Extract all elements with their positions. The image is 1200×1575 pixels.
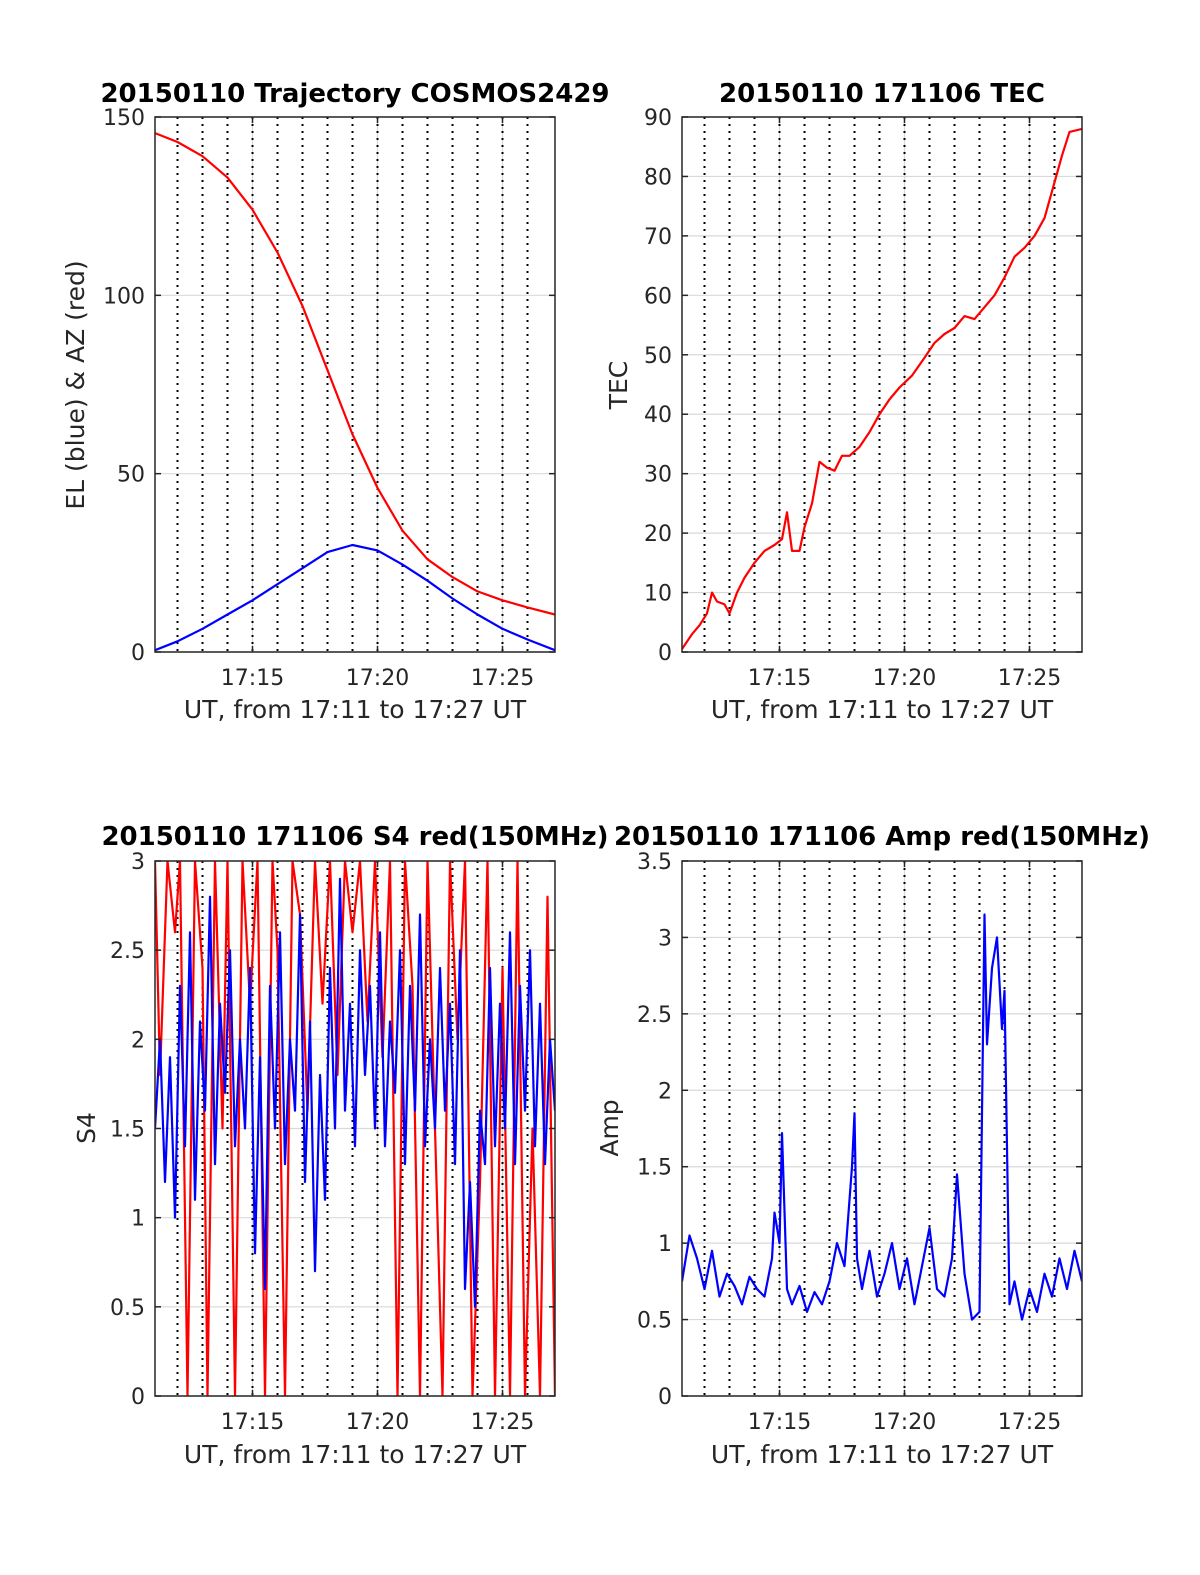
- x-tick-label: 17:25: [998, 1410, 1061, 1435]
- x-tick-label: 17:25: [998, 666, 1061, 691]
- series-line-blue: [682, 913, 1082, 1321]
- chart-amp: 20150110 171106 Amp red(150MHz) Amp UT, …: [595, 822, 1150, 1469]
- y-tick-label: 50: [644, 344, 672, 369]
- y-tick-label: 1: [131, 1207, 145, 1232]
- y-tick-label: 0: [658, 1385, 672, 1410]
- y-tick-label: 0: [131, 1385, 145, 1410]
- series-line-red: [155, 861, 555, 1396]
- y-tick-label: 3.5: [637, 850, 672, 875]
- x-tick-label: 17:25: [471, 1410, 534, 1435]
- y-tick-label: 1.5: [637, 1156, 672, 1181]
- y-axis-label: Amp: [595, 1099, 624, 1156]
- x-axis-label: UT, from 17:11 to 17:27 UT: [184, 1440, 527, 1469]
- y-tick-label: 0.5: [637, 1309, 672, 1334]
- y-tick-label: 3: [658, 926, 672, 951]
- y-axis-label: S4: [72, 1112, 101, 1144]
- y-tick-label: 20: [644, 522, 672, 547]
- x-tick-label: 17:15: [748, 666, 811, 691]
- axes-frame: [681, 116, 1083, 653]
- x-axis-label: UT, from 17:11 to 17:27 UT: [711, 695, 1054, 724]
- y-tick-label: 3: [131, 850, 145, 875]
- y-tick-label: 50: [117, 463, 145, 488]
- y-axis-label: EL (blue) & AZ (red): [61, 260, 90, 509]
- plot-area: [155, 117, 555, 652]
- y-tick-label: 40: [644, 403, 672, 428]
- y-tick-label: 2.5: [637, 1003, 672, 1028]
- y-tick-label: 2: [658, 1079, 672, 1104]
- x-tick-label: 17:20: [873, 666, 936, 691]
- y-tick-label: 10: [644, 582, 672, 607]
- chart-s4: 20150110 171106 S4 red(150MHz) S4 UT, fr…: [72, 822, 609, 1469]
- x-tick-label: 17:15: [221, 666, 284, 691]
- chart-trajectory: 20150110 Trajectory COSMOS2429 EL (blue)…: [61, 79, 610, 724]
- x-tick-label: 17:25: [471, 666, 534, 691]
- y-tick-label: 100: [103, 284, 145, 309]
- y-tick-label: 0: [131, 641, 145, 666]
- y-tick-label: 0.5: [110, 1296, 145, 1321]
- axes-frame: [681, 860, 1083, 1397]
- chart-title: 20150110 171106 TEC: [719, 79, 1045, 109]
- x-axis-label: UT, from 17:11 to 17:27 UT: [711, 1440, 1054, 1469]
- y-tick-label: 90: [644, 106, 672, 131]
- chart-title: 20150110 171106 Amp red(150MHz): [614, 822, 1150, 852]
- y-tick-label: 60: [644, 284, 672, 309]
- y-tick-label: 1: [658, 1232, 672, 1257]
- x-axis-label: UT, from 17:11 to 17:27 UT: [184, 695, 527, 724]
- y-tick-label: 30: [644, 463, 672, 488]
- y-tick-label: 2.5: [110, 939, 145, 964]
- y-axis-label: TEC: [604, 361, 633, 411]
- y-tick-label: 150: [103, 106, 145, 131]
- x-tick-label: 17:20: [346, 1410, 409, 1435]
- plot-area: [682, 117, 1082, 652]
- x-tick-label: 17:20: [346, 666, 409, 691]
- y-tick-label: 70: [644, 225, 672, 250]
- x-tick-label: 17:15: [221, 1410, 284, 1435]
- chart-title: 20150110 Trajectory COSMOS2429: [100, 79, 609, 109]
- chart-title: 20150110 171106 S4 red(150MHz): [101, 822, 608, 852]
- axes-frame: [154, 116, 556, 653]
- x-tick-label: 17:15: [748, 1410, 811, 1435]
- plot-area: [682, 861, 1082, 1396]
- y-tick-label: 80: [644, 165, 672, 190]
- y-tick-label: 0: [658, 641, 672, 666]
- x-tick-label: 17:20: [873, 1410, 936, 1435]
- y-tick-label: 2: [131, 1028, 145, 1053]
- chart-tec: 20150110 171106 TEC TEC UT, from 17:11 t…: [604, 79, 1083, 724]
- y-tick-label: 1.5: [110, 1118, 145, 1143]
